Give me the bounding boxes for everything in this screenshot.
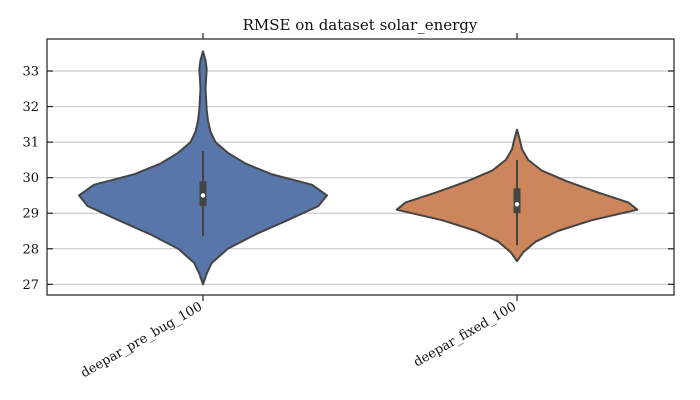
violin-median	[514, 202, 520, 207]
y-tick-label: 27	[22, 278, 39, 293]
y-tick-label: 29	[22, 207, 39, 222]
violin-median	[200, 193, 206, 198]
violins	[78, 50, 639, 286]
plot-frame	[46, 38, 675, 296]
x-tick-label: deepar_fixed_100	[411, 299, 519, 370]
x-tick-label: deepar_pre_bug_100	[78, 299, 205, 381]
violin-iqr-box	[513, 188, 521, 214]
y-tick-label: 30	[22, 171, 39, 186]
y-tick-label: 28	[22, 242, 39, 257]
y-tick-label: 33	[22, 65, 39, 80]
chart-title: RMSE on dataset solar_energy	[243, 16, 478, 34]
y-tick-label: 32	[22, 100, 39, 115]
y-tick-label: 31	[22, 136, 39, 151]
